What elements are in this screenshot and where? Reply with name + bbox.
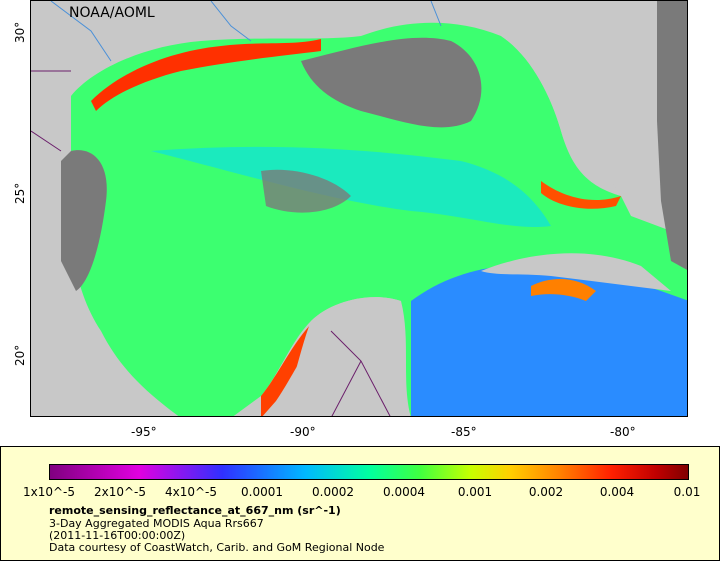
colorbar-tick: 4x10^-5 xyxy=(164,485,218,499)
coastal-high-florida xyxy=(541,181,621,209)
legend-panel: 1x10^-5 2x10^-5 4x10^-5 0.0001 0.0002 0.… xyxy=(0,446,720,561)
river-line xyxy=(50,1,442,62)
cloud-gap-east xyxy=(657,1,687,270)
colorbar-tick: 0.0002 xyxy=(312,485,354,499)
lat-label-25: 25° xyxy=(13,182,27,204)
data-credit: Data courtesy of CoastWatch, Carib. and … xyxy=(49,541,385,554)
dataset-name: 3-Day Aggregated MODIS Aqua Rrs667 xyxy=(49,517,264,530)
colorbar-tick: 0.002 xyxy=(528,485,564,499)
yucatan-land xyxy=(281,297,411,416)
lat-label-20: 20° xyxy=(13,344,27,366)
colorbar-tick: 0.001 xyxy=(457,485,493,499)
colorbar-tick: 0.0001 xyxy=(241,485,283,499)
open-gulf-band xyxy=(151,146,551,228)
lon-label-80: -80° xyxy=(610,425,636,439)
caribbean-water xyxy=(411,264,687,416)
florida-land xyxy=(501,36,621,196)
cloud-gap-central xyxy=(261,169,351,213)
colorbar-tick: 0.0004 xyxy=(383,485,425,499)
lon-label-90: -90° xyxy=(290,425,316,439)
lon-label-95: -95° xyxy=(131,425,157,439)
colorbar xyxy=(49,464,689,480)
time-range: (2011-11-16T00:00:00Z) xyxy=(49,529,186,542)
cloud-gap-north xyxy=(301,37,482,128)
lon-label-85: -85° xyxy=(451,425,477,439)
reflectance-map xyxy=(31,1,687,416)
cuba-land xyxy=(481,253,671,291)
colorbar-tick: 2x10^-5 xyxy=(93,485,147,499)
map-watermark: NOAA/AOML xyxy=(69,5,155,21)
cloud-gap-west xyxy=(61,150,107,291)
colorbar-tick: 1x10^-5 xyxy=(22,485,76,499)
lat-label-30: 30° xyxy=(13,21,27,43)
colorbar-tick: 0.004 xyxy=(599,485,635,499)
coastal-high-cuba xyxy=(531,279,596,301)
colorbar-tick: 0.01 xyxy=(673,485,701,499)
map-frame: NOAA/AOML xyxy=(30,0,688,417)
country-border xyxy=(31,70,391,416)
coastal-high-north xyxy=(91,39,321,111)
variable-name: remote_sensing_reflectance_at_667_nm (sr… xyxy=(49,504,341,517)
